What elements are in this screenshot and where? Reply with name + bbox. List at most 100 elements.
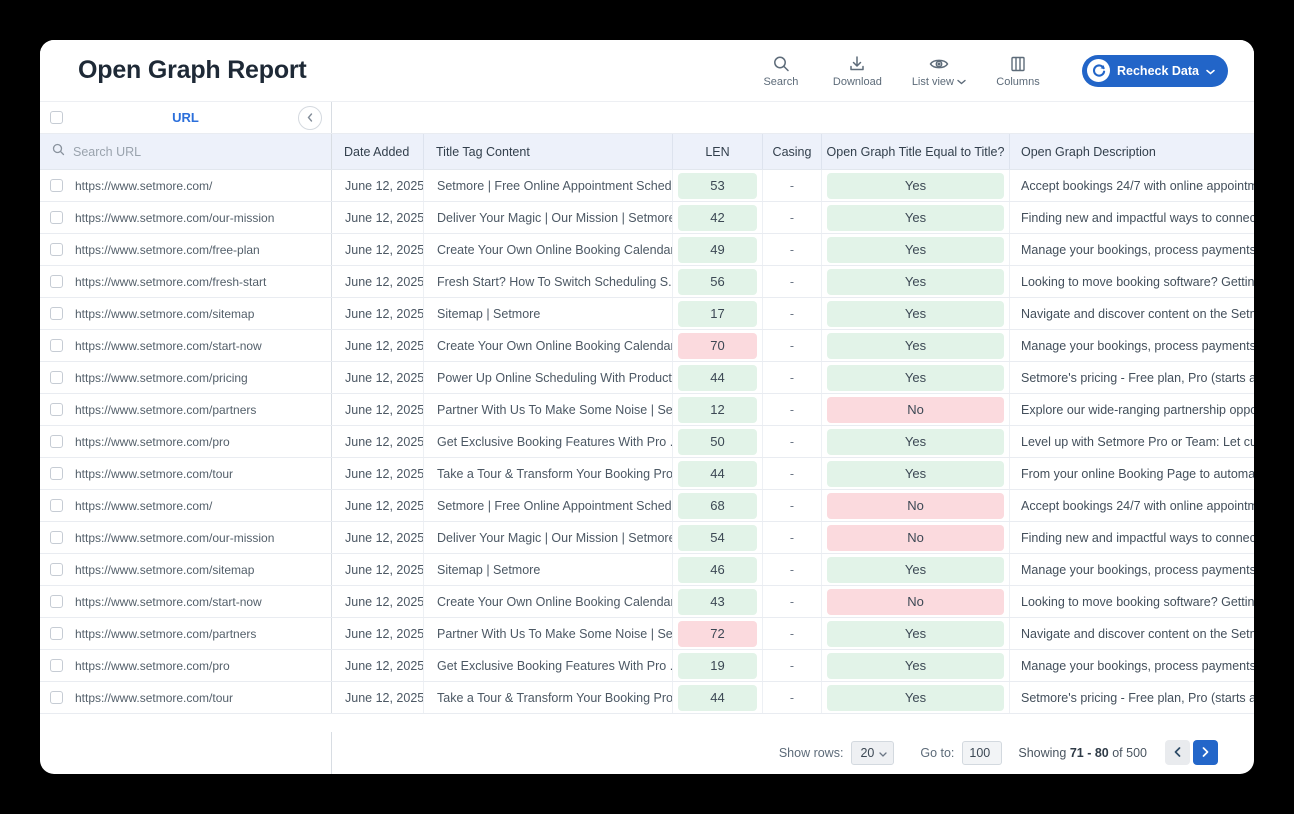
url-link[interactable]: https://www.setmore.com/start-now bbox=[75, 338, 262, 353]
url-link[interactable]: https://www.setmore.com/fresh-start bbox=[75, 274, 267, 289]
table-footer: Show rows: 20 Go to: Showing 71 - 80 of … bbox=[40, 731, 1254, 774]
url-link[interactable]: https://www.setmore.com/partners bbox=[75, 626, 257, 641]
url-link[interactable]: https://www.setmore.com/sitemap bbox=[75, 306, 255, 321]
og-title-equal-badge: Yes bbox=[827, 268, 1004, 295]
url-cell: https://www.setmore.com/our-mission bbox=[40, 522, 332, 553]
url-cell: https://www.setmore.com/fresh-start bbox=[40, 266, 332, 297]
show-rows-select[interactable]: 20 bbox=[851, 740, 895, 765]
url-cell: https://www.setmore.com/start-now bbox=[40, 330, 332, 361]
len-badge: 44 bbox=[678, 460, 757, 487]
len-cell: 44 bbox=[673, 362, 763, 393]
og-description-cell: Navigate and discover content on the Set… bbox=[1021, 626, 1254, 641]
refresh-icon bbox=[1087, 59, 1110, 82]
date-added-cell: June 12, 2025 bbox=[332, 170, 424, 201]
url-link[interactable]: https://www.setmore.com/ bbox=[75, 498, 213, 513]
url-link[interactable]: https://www.setmore.com/partners bbox=[75, 402, 257, 417]
row-checkbox[interactable] bbox=[50, 467, 63, 480]
app-card: Open Graph Report Search Download List bbox=[40, 40, 1254, 774]
len-badge: 50 bbox=[678, 428, 757, 455]
row-checkbox[interactable] bbox=[50, 211, 63, 224]
og-title-equal-badge: No bbox=[827, 396, 1004, 423]
row-checkbox[interactable] bbox=[50, 339, 63, 352]
row-checkbox[interactable] bbox=[50, 563, 63, 576]
url-link[interactable]: https://www.setmore.com/ bbox=[75, 178, 213, 193]
url-panel-header: URL bbox=[40, 102, 332, 133]
columns-button[interactable]: Columns bbox=[996, 54, 1040, 88]
len-badge: 19 bbox=[678, 652, 757, 679]
len-badge: 44 bbox=[678, 364, 757, 391]
url-column-header[interactable]: URL bbox=[172, 110, 199, 125]
len-cell: 44 bbox=[673, 682, 763, 713]
url-link[interactable]: https://www.setmore.com/tour bbox=[75, 466, 234, 481]
len-badge: 49 bbox=[678, 236, 757, 263]
url-link[interactable]: https://www.setmore.com/sitemap bbox=[75, 562, 255, 577]
url-link[interactable]: https://www.setmore.com/start-now bbox=[75, 594, 262, 609]
og-description-cell: Finding new and impactful ways to connec… bbox=[1021, 530, 1254, 545]
og-description-cell: Looking to move booking software? Gettin… bbox=[1021, 594, 1254, 609]
column-header-og-title-equal: Open Graph Title Equal to Title? bbox=[822, 134, 1010, 169]
og-title-equal-cell: Yes bbox=[822, 330, 1010, 361]
og-title-equal-cell: Yes bbox=[822, 202, 1010, 233]
row-checkbox[interactable] bbox=[50, 275, 63, 288]
casing-cell: - bbox=[763, 458, 822, 489]
date-added-cell: June 12, 2025 bbox=[332, 490, 424, 521]
recheck-data-button[interactable]: Recheck Data bbox=[1082, 54, 1228, 87]
table-row: https://www.setmore.com/sitemap June 12,… bbox=[40, 298, 1254, 330]
url-search bbox=[40, 134, 332, 169]
url-link[interactable]: https://www.setmore.com/pricing bbox=[75, 370, 248, 385]
row-checkbox[interactable] bbox=[50, 307, 63, 320]
table-row: https://www.setmore.com/pricing June 12,… bbox=[40, 362, 1254, 394]
header-spacer bbox=[332, 102, 1254, 133]
len-badge: 54 bbox=[678, 524, 757, 551]
casing-cell: - bbox=[763, 586, 822, 617]
search-button[interactable]: Search bbox=[759, 54, 803, 88]
row-checkbox[interactable] bbox=[50, 627, 63, 640]
row-checkbox[interactable] bbox=[50, 243, 63, 256]
row-checkbox[interactable] bbox=[50, 179, 63, 192]
table-row: https://www.setmore.com/partners June 12… bbox=[40, 394, 1254, 426]
len-badge: 53 bbox=[678, 172, 757, 199]
og-description-cell: Setmore's pricing - Free plan, Pro (star… bbox=[1021, 370, 1254, 385]
row-checkbox[interactable] bbox=[50, 691, 63, 704]
og-description-cell: Looking to move booking software? Gettin… bbox=[1021, 274, 1254, 289]
row-checkbox[interactable] bbox=[50, 595, 63, 608]
og-title-equal-badge: Yes bbox=[827, 684, 1004, 711]
len-cell: 54 bbox=[673, 522, 763, 553]
row-checkbox[interactable] bbox=[50, 371, 63, 384]
collapse-panel-button[interactable] bbox=[298, 105, 322, 130]
url-link[interactable]: https://www.setmore.com/free-plan bbox=[75, 242, 260, 257]
goto-page-input[interactable] bbox=[962, 740, 1003, 765]
og-description-cell: Manage your bookings, process payments a… bbox=[1021, 658, 1254, 673]
url-link[interactable]: https://www.setmore.com/pro bbox=[75, 434, 230, 449]
len-cell: 53 bbox=[673, 170, 763, 201]
og-title-equal-badge: No bbox=[827, 588, 1004, 615]
url-cell: https://www.setmore.com/pro bbox=[40, 650, 332, 681]
date-added-cell: June 12, 2025 bbox=[332, 426, 424, 457]
list-view-button[interactable]: List view bbox=[912, 54, 966, 88]
row-checkbox[interactable] bbox=[50, 435, 63, 448]
row-checkbox[interactable] bbox=[50, 659, 63, 672]
title-tag-cell: Partner With Us To Make Some Noise | Se.… bbox=[424, 618, 673, 649]
title-tag-cell: Deliver Your Magic | Our Mission | Setmo… bbox=[424, 202, 673, 233]
url-link[interactable]: https://www.setmore.com/our-mission bbox=[75, 530, 275, 545]
url-search-input[interactable] bbox=[73, 144, 319, 159]
len-badge: 44 bbox=[678, 684, 757, 711]
og-title-equal-badge: Yes bbox=[827, 620, 1004, 647]
row-checkbox[interactable] bbox=[50, 499, 63, 512]
next-page-button[interactable] bbox=[1193, 740, 1218, 766]
url-link[interactable]: https://www.setmore.com/our-mission bbox=[75, 210, 275, 225]
previous-page-button[interactable] bbox=[1165, 740, 1190, 766]
casing-cell: - bbox=[763, 554, 822, 585]
row-checkbox[interactable] bbox=[50, 403, 63, 416]
chevron-left-icon bbox=[1174, 745, 1181, 760]
select-all-checkbox[interactable] bbox=[50, 111, 63, 124]
date-added-cell: June 12, 2025 bbox=[332, 682, 424, 713]
row-checkbox[interactable] bbox=[50, 531, 63, 544]
download-button[interactable]: Download bbox=[833, 54, 882, 88]
og-title-equal-badge: Yes bbox=[827, 652, 1004, 679]
og-description-cell: Manage your bookings, process payments a bbox=[1021, 562, 1254, 577]
casing-cell: - bbox=[763, 330, 822, 361]
url-link[interactable]: https://www.setmore.com/pro bbox=[75, 658, 230, 673]
og-title-equal-cell: Yes bbox=[822, 362, 1010, 393]
url-link[interactable]: https://www.setmore.com/tour bbox=[75, 690, 234, 705]
